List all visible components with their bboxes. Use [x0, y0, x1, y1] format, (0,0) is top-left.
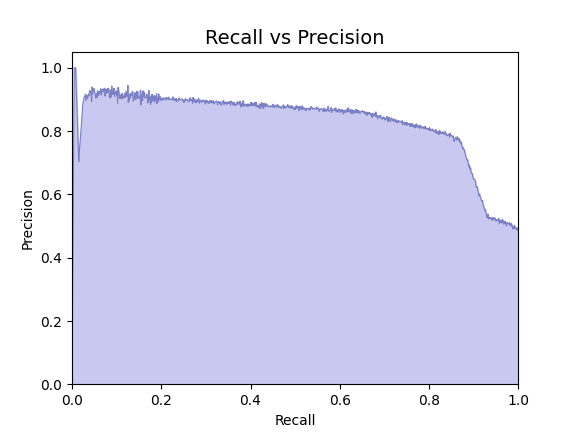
Title: Recall vs Precision: Recall vs Precision [206, 29, 385, 48]
Y-axis label: Precision: Precision [21, 187, 35, 249]
X-axis label: Recall: Recall [274, 414, 316, 428]
